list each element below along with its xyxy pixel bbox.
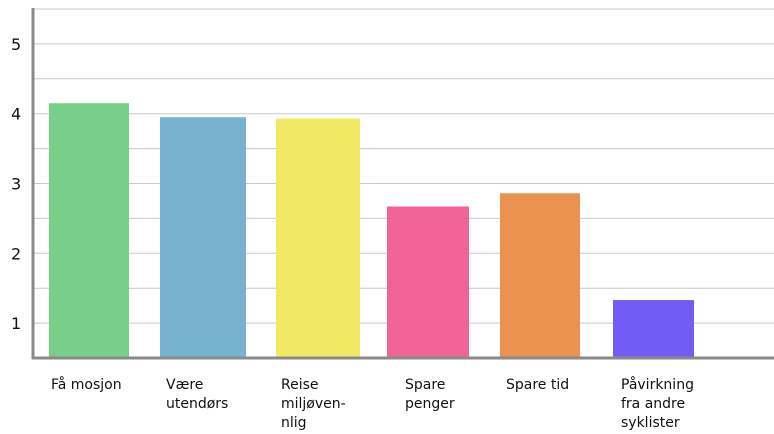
gridlines (34, 8, 774, 324)
bar (276, 118, 360, 357)
bar (500, 193, 580, 357)
y-tick-label: 5 (11, 35, 21, 54)
x-category-label-line: Spare (405, 377, 445, 393)
y-tick-label: 1 (11, 314, 21, 333)
x-category-labels: Få mosjon Være utendørs Reise miljøven-nlig S… (51, 376, 694, 431)
x-category-label-line: nlig (281, 415, 307, 431)
x-category-label-line: fra andre (621, 396, 685, 412)
x-category-label: Reise miljøven-nlig (281, 377, 346, 431)
x-category-label-line: utendørs (166, 396, 228, 412)
bar (160, 117, 246, 357)
x-category-label-line: Få mosjon (51, 376, 122, 393)
axes (31, 8, 774, 360)
x-category-label-line: Være (166, 377, 203, 393)
y-tick-label: 4 (11, 105, 21, 124)
x-category-label-line: penger (405, 396, 455, 412)
x-category-label-line: Reise (281, 377, 319, 393)
y-tick-labels: 1 2 3 4 5 (11, 35, 21, 333)
x-category-label-line: syklister (621, 415, 680, 431)
x-category-label: Spare tid (506, 377, 569, 393)
bar (387, 206, 469, 357)
x-category-label-line: Spare tid (506, 377, 569, 393)
x-category-label-line: Påvirkning (621, 376, 694, 393)
y-tick-label: 3 (11, 175, 21, 194)
y-tick-label: 2 (11, 244, 21, 263)
bars (49, 103, 694, 357)
x-category-label: Være utendørs (166, 377, 228, 412)
x-category-label: Påvirkning fra andre syklister (621, 376, 694, 431)
bar (613, 300, 694, 357)
bar (49, 103, 129, 357)
x-category-label: Få mosjon (51, 376, 122, 393)
x-category-label-line: miljøven- (281, 396, 346, 412)
x-category-label: Spare penger (405, 377, 455, 412)
